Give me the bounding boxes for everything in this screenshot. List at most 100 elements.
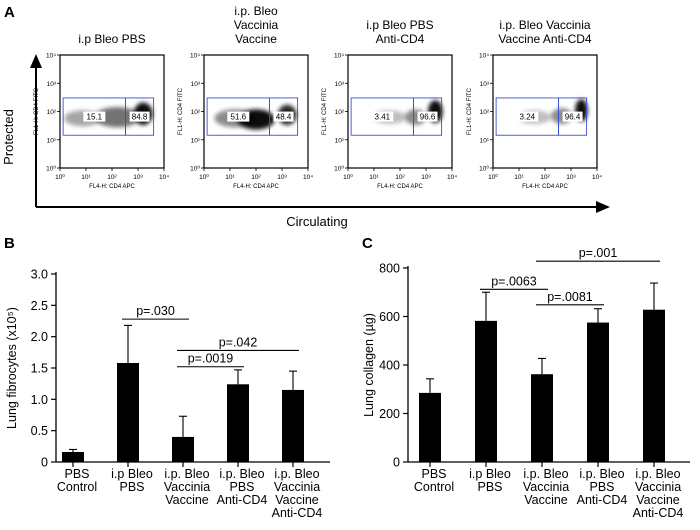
gate-pct-right: 84.8	[132, 113, 148, 122]
flow-y-tick-label: 10⁴	[190, 53, 200, 60]
p-value-label: p=.0019	[188, 352, 234, 366]
bar	[62, 451, 84, 462]
flow-y-tick-label: 10³	[335, 81, 345, 88]
flow-plot-title: i.p Bleo PBS Anti-CD4	[366, 18, 433, 46]
flow-x-tick-label: 10²	[540, 174, 550, 181]
gate-pct-left: 51.6	[231, 113, 247, 122]
flow-y-tick-label: 10¹	[47, 137, 57, 144]
x-category-label: i.p. Bleo Vaccinia Vaccine Anti-CD4	[633, 467, 684, 520]
circulating-axis-label: Circulating	[286, 214, 347, 229]
flow-y-tick-label: 10³	[480, 81, 490, 88]
flow-x-tick-label: 10⁰	[343, 173, 353, 181]
flow-y-tick-label: 10²	[191, 109, 201, 116]
flow-x-tick-label: 10⁴	[592, 174, 602, 181]
x-category-label: i.p Bleo PBS	[469, 467, 511, 494]
gate-label-bg	[273, 111, 294, 122]
gate-label-bg	[516, 111, 539, 122]
y-tick-label: 800	[379, 262, 400, 276]
protected-arrowhead	[30, 54, 42, 68]
x-category-label-line: Vaccine	[636, 493, 680, 507]
flow-x-tick-label: 10¹	[369, 174, 379, 181]
p-value-label: p=.030	[136, 304, 175, 318]
x-category-label-line: PBS	[64, 467, 89, 481]
x-category-label-line: i.p. Bleo	[579, 467, 624, 481]
y-tick-label: 1.5	[31, 362, 48, 376]
circulating-arrowhead	[596, 201, 610, 213]
y-axis-label: Lung fibrocytes (x10⁵)	[5, 307, 19, 429]
gate-label-bg	[371, 111, 394, 122]
flow-x-tick-label: 10²	[395, 174, 405, 181]
x-category-label-line: Vaccine	[275, 493, 319, 507]
y-tick-label: 1.0	[31, 393, 48, 407]
x-category-label: i.p. Bleo PBS Anti-CD4	[217, 467, 268, 507]
flow-y-axis-label: FL1-H: CD4 FITC	[467, 87, 473, 135]
bar	[227, 384, 249, 462]
flow-x-tick-label: 10⁴	[159, 174, 169, 181]
y-tick-label: 2.0	[31, 330, 48, 344]
y-tick-label: 400	[379, 359, 400, 373]
flow-plot-title-line: i.p Bleo PBS	[366, 18, 433, 32]
gate-label-bg	[129, 111, 150, 122]
x-category-label-line: Vaccine	[524, 493, 568, 507]
panel-a-axes: Protected Circulating	[1, 54, 610, 229]
x-category-label-line: Anti-CD4	[217, 493, 268, 507]
x-category-label-line: Control	[414, 480, 454, 494]
x-category-label-line: PBS	[589, 480, 614, 494]
gate-label-bg	[227, 111, 250, 122]
y-tick-label: 600	[379, 310, 400, 324]
flow-y-tick-label: 10³	[47, 81, 57, 88]
x-category-label-line: Vaccinia	[635, 480, 681, 494]
x-category-label: PBS Control	[414, 467, 454, 494]
flow-y-tick-label: 10⁴	[334, 53, 344, 60]
flow-plot-title-line: i.p. Bleo	[234, 4, 278, 18]
x-category-label-line: Vaccinia	[523, 480, 569, 494]
panel-b-letter: B	[4, 235, 15, 252]
flow-y-tick-label: 10⁰	[479, 165, 489, 173]
flow-y-tick-label: 10⁰	[190, 165, 200, 173]
x-category-label-line: Control	[57, 480, 97, 494]
x-category-label-line: Vaccinia	[164, 480, 210, 494]
y-tick-label: 0.5	[31, 424, 48, 438]
flow-density-blob	[94, 106, 141, 128]
flow-y-tick-label: 10³	[191, 81, 201, 88]
bar	[531, 374, 553, 462]
flow-x-tick-label: 10³	[133, 174, 143, 181]
flow-y-tick-label: 10²	[480, 109, 490, 116]
gate-pct-right: 48.4	[276, 113, 292, 122]
x-category-label-line: i.p. Bleo	[164, 467, 209, 481]
flow-y-tick-label: 10¹	[191, 137, 201, 144]
p-value-label: p=.042	[219, 335, 258, 349]
x-category-label-line: PBS	[229, 480, 254, 494]
flow-x-tick-label: 10⁴	[303, 174, 313, 181]
flow-x-axis-label: FL4-H: CD4 APC	[522, 184, 568, 190]
flow-x-axis-label: FL4-H: CD4 APC	[89, 184, 135, 190]
x-category-label-line: PBS	[421, 467, 446, 481]
x-category-label-line: Vaccine	[165, 493, 209, 507]
x-category-label-line: i.p. Bleo	[219, 467, 264, 481]
gate-pct-left: 15.1	[87, 113, 103, 122]
flow-x-tick-label: 10⁴	[447, 174, 457, 181]
x-category-label-line: PBS	[477, 480, 502, 494]
flow-y-tick-label: 10⁰	[46, 165, 56, 173]
p-value-label: p=.0063	[491, 274, 537, 288]
flow-y-tick-label: 10²	[335, 109, 345, 116]
x-category-label-line: i.p Bleo	[469, 467, 511, 481]
x-category-label-line: i.p. Bleo	[635, 467, 680, 481]
flow-y-tick-label: 10⁰	[334, 165, 344, 173]
x-category-label-line: Anti-CD4	[577, 493, 628, 507]
y-tick-label: 0	[41, 456, 48, 470]
flow-x-tick-label: 10³	[566, 174, 576, 181]
x-category-label-line: Anti-CD4	[633, 506, 684, 520]
flow-x-tick-label: 10¹	[81, 174, 91, 181]
gate-label-bg	[417, 111, 438, 122]
y-tick-label: 0	[393, 456, 400, 470]
bar	[475, 320, 497, 462]
x-category-label-line: i.p Bleo	[111, 467, 153, 481]
flow-x-tick-label: 10⁰	[488, 173, 498, 181]
flow-y-axis-label: FL1-H: CD4 FITC	[178, 87, 184, 135]
bar	[282, 389, 304, 462]
flow-x-tick-label: 10³	[421, 174, 431, 181]
